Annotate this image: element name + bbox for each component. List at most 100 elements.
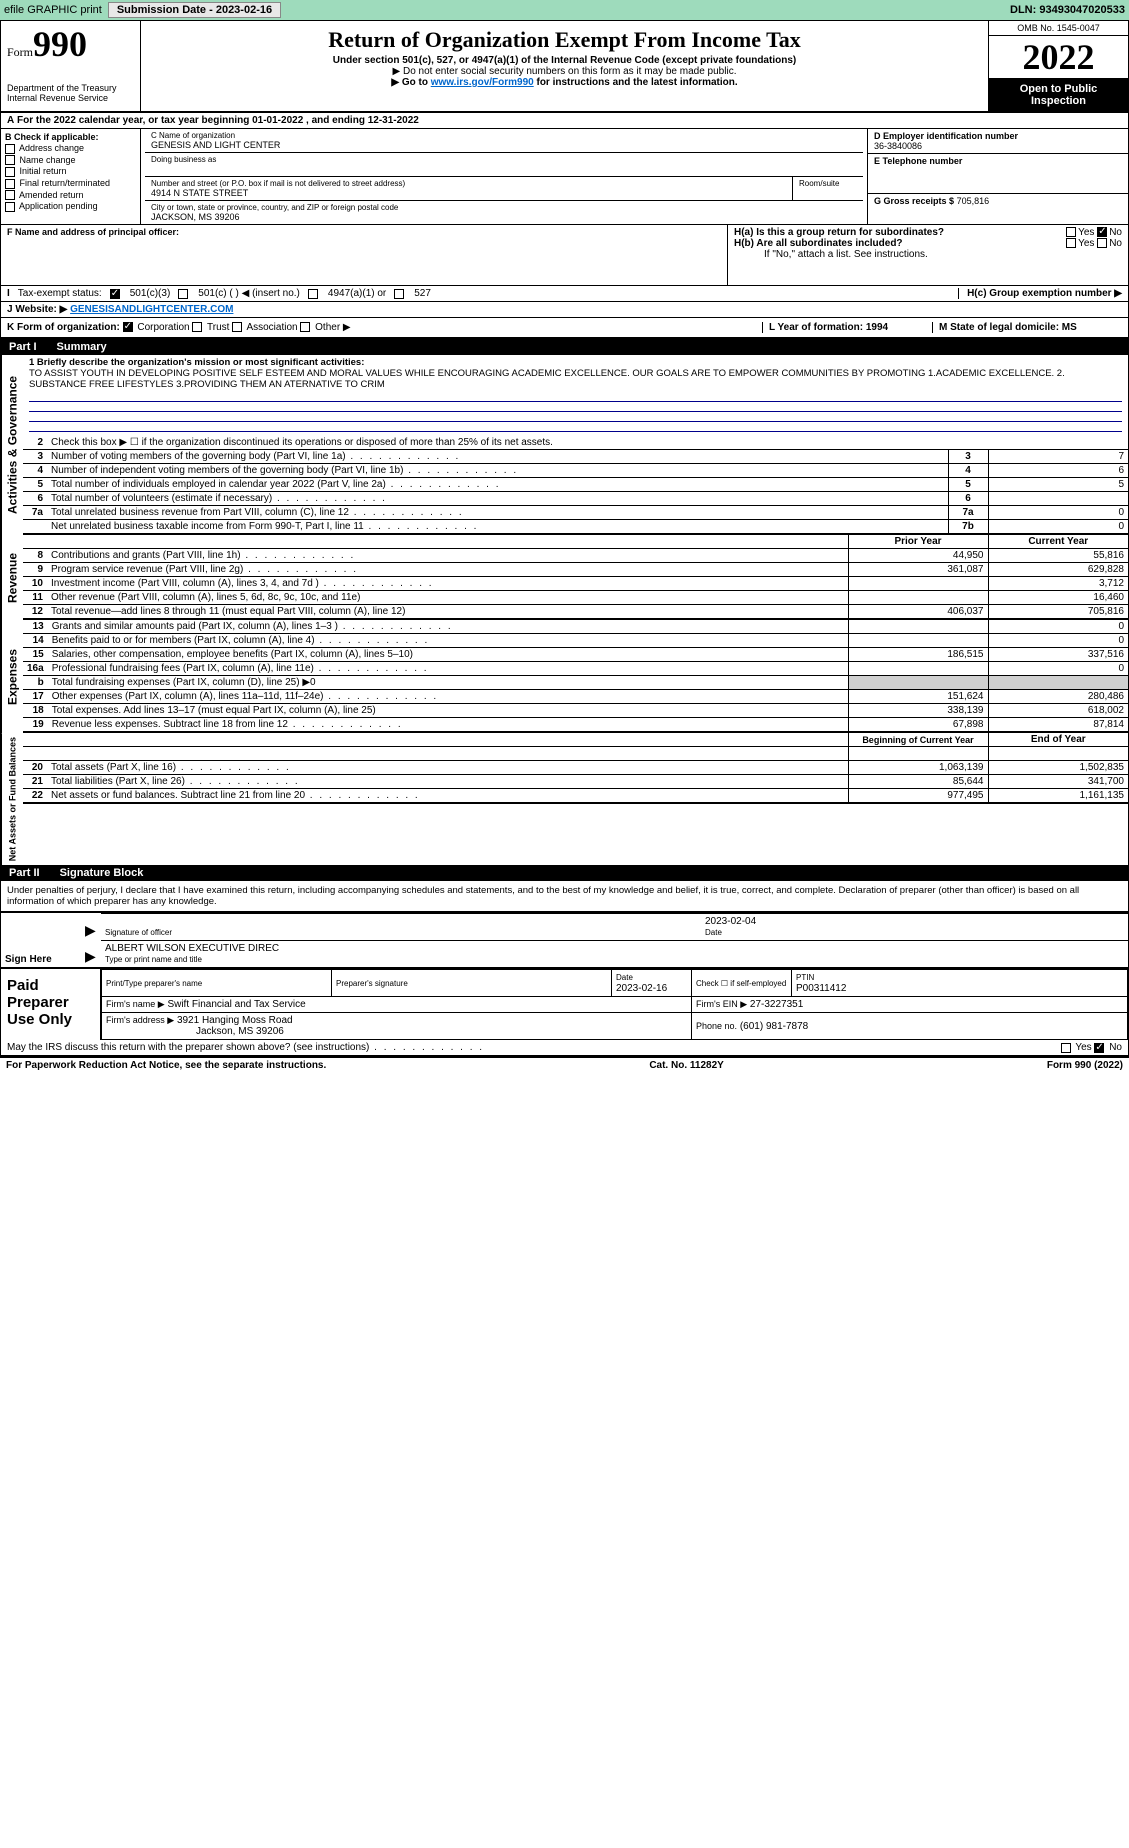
cb-discuss-yes[interactable] xyxy=(1061,1043,1071,1053)
j-website-row: J Website: ▶ GENESISANDLIGHTCENTER.COM xyxy=(1,302,1128,318)
table-row: 16aProfessional fundraising fees (Part I… xyxy=(23,662,1128,676)
footer-left: For Paperwork Reduction Act Notice, see … xyxy=(6,1060,326,1071)
table-row: 6Total number of volunteers (estimate if… xyxy=(23,492,1128,506)
a-calendar-line: A For the 2022 calendar year, or tax yea… xyxy=(1,113,1128,129)
sig-officer-label: Signature of officer xyxy=(105,928,172,937)
may-irs-text: May the IRS discuss this return with the… xyxy=(7,1042,484,1053)
top-bar: efile GRAPHIC print Submission Date - 20… xyxy=(0,0,1129,20)
governance-table: 2Check this box ▶ ☐ if the organization … xyxy=(23,436,1128,535)
e-phone-label: E Telephone number xyxy=(874,156,1122,166)
form-990-container: Form990 Department of the Treasury Inter… xyxy=(0,20,1129,1058)
street-address: 4914 N STATE STREET xyxy=(151,188,786,198)
goto-pre: ▶ Go to xyxy=(391,77,430,88)
firm-name: Swift Financial and Tax Service xyxy=(167,999,305,1010)
l-year: L Year of formation: 1994 xyxy=(769,322,888,333)
cb-501c[interactable] xyxy=(178,289,188,299)
room-label: Room/suite xyxy=(793,177,863,200)
table-row: 22Net assets or fund balances. Subtract … xyxy=(23,789,1128,804)
arrow-icon: ▶ xyxy=(85,922,96,938)
website-link[interactable]: GENESISANDLIGHTCENTER.COM xyxy=(70,304,233,315)
subtitle-2: ▶ Do not enter social security numbers o… xyxy=(151,66,978,77)
cb-hb-yes[interactable] xyxy=(1066,238,1076,248)
cb-assoc[interactable] xyxy=(232,322,242,332)
cb-amended[interactable] xyxy=(5,190,15,200)
a-text: For the 2022 calendar year, or tax year … xyxy=(17,115,419,126)
firm-ein-label: Firm's EIN ▶ xyxy=(696,999,747,1009)
cb-name[interactable] xyxy=(5,155,15,165)
cb-ha-no[interactable] xyxy=(1097,227,1107,237)
form-number: 990 xyxy=(33,24,87,64)
begin-year-hdr: Beginning of Current Year xyxy=(848,733,988,747)
irs-link[interactable]: www.irs.gov/Form990 xyxy=(431,77,534,88)
penalty-text: Under penalties of perjury, I declare th… xyxy=(1,881,1128,913)
prep-date-label: Date xyxy=(616,973,633,982)
cb-other[interactable] xyxy=(300,322,310,332)
city-label: City or town, state or province, country… xyxy=(151,203,857,212)
page-footer: For Paperwork Reduction Act Notice, see … xyxy=(0,1058,1129,1073)
dba-label: Doing business as xyxy=(151,155,857,164)
firm-addr-label: Firm's address ▶ xyxy=(106,1015,174,1025)
cb-discuss-no[interactable] xyxy=(1094,1043,1104,1053)
prep-sig-label: Preparer's signature xyxy=(336,979,408,988)
part-i-header: Part I Summary xyxy=(1,339,1128,355)
prep-name-label: Print/Type preparer's name xyxy=(106,979,202,988)
paid-preparer-label: Paid Preparer Use Only xyxy=(1,969,101,1040)
cb-4947[interactable] xyxy=(308,289,318,299)
goto-post: for instructions and the latest informat… xyxy=(534,77,738,88)
cb-address[interactable] xyxy=(5,144,15,154)
subtitle-1: Under section 501(c), 527, or 4947(a)(1)… xyxy=(151,55,978,66)
addr-label: Number and street (or P.O. box if mail i… xyxy=(151,179,786,188)
tax-year: 2022 xyxy=(989,36,1128,79)
cb-501c3[interactable] xyxy=(110,289,120,299)
city-state-zip: JACKSON, MS 39206 xyxy=(151,212,857,222)
sign-here-label: Sign Here xyxy=(1,914,81,969)
part-ii-header: Part II Signature Block xyxy=(1,865,1128,881)
cb-corp[interactable] xyxy=(123,322,133,332)
cb-pending[interactable] xyxy=(5,202,15,212)
mission-line xyxy=(29,392,1122,402)
vert-net: Net Assets or Fund Balances xyxy=(1,733,23,865)
footer-form: Form 990 (2022) xyxy=(1047,1060,1123,1071)
table-row: 13Grants and similar amounts paid (Part … xyxy=(23,620,1128,634)
gross-receipts: 705,816 xyxy=(957,196,990,206)
part1-label: Part I xyxy=(9,341,37,353)
cb-final[interactable] xyxy=(5,179,15,189)
table-row: 5Total number of individuals employed in… xyxy=(23,478,1128,492)
table-row: 3Number of voting members of the governi… xyxy=(23,450,1128,464)
i-tax-status-row: I Tax-exempt status: 501(c)(3) 501(c) ( … xyxy=(1,286,1128,302)
arrow-icon: ▶ xyxy=(85,948,96,964)
d-label: D Employer identification number xyxy=(874,131,1122,141)
table-row: Net unrelated business taxable income fr… xyxy=(23,520,1128,535)
ptin-value: P00311412 xyxy=(796,983,846,994)
b-title: B Check if applicable: xyxy=(5,132,99,142)
mission-text: TO ASSIST YOUTH IN DEVELOPING POSITIVE S… xyxy=(29,368,1065,390)
cb-initial[interactable] xyxy=(5,167,15,177)
current-year-hdr: Current Year xyxy=(988,535,1128,549)
phone-number: (601) 981-7878 xyxy=(740,1021,808,1032)
h-block: H(a) Is this a group return for subordin… xyxy=(728,225,1128,285)
c-column: C Name of organization GENESIS AND LIGHT… xyxy=(141,129,868,224)
i-label: Tax-exempt status: xyxy=(18,288,102,299)
table-row: 11Other revenue (Part VIII, column (A), … xyxy=(23,591,1128,605)
cb-trust[interactable] xyxy=(192,322,202,332)
submission-date-button[interactable]: Submission Date - 2023-02-16 xyxy=(108,2,281,18)
table-row: 20Total assets (Part X, line 16)1,063,13… xyxy=(23,761,1128,775)
sign-date: 2023-02-04 xyxy=(705,916,756,927)
table-row: 19Revenue less expenses. Subtract line 1… xyxy=(23,718,1128,733)
cb-ha-yes[interactable] xyxy=(1066,227,1076,237)
ein-value: 36-3840086 xyxy=(874,141,1122,151)
part2-label: Part II xyxy=(9,867,40,879)
g-label: G Gross receipts $ xyxy=(874,196,954,206)
header-left: Form990 Department of the Treasury Inter… xyxy=(1,21,141,111)
net-table: Beginning of Current YearEnd of Year 20T… xyxy=(23,733,1128,804)
part2-sub: Signature Block xyxy=(60,867,144,879)
may-irs-row: May the IRS discuss this return with the… xyxy=(1,1040,1128,1057)
cb-hb-no[interactable] xyxy=(1097,238,1107,248)
header-right: OMB No. 1545-0047 2022 Open to Public In… xyxy=(988,21,1128,111)
paid-preparer-block: Paid Preparer Use Only Print/Type prepar… xyxy=(1,969,1128,1040)
j-label: J xyxy=(7,304,13,315)
table-row: 14Benefits paid to or for members (Part … xyxy=(23,634,1128,648)
f-officer-label: F Name and address of principal officer: xyxy=(7,227,179,237)
cb-527[interactable] xyxy=(394,289,404,299)
firm-ein: 27-3227351 xyxy=(750,999,803,1010)
